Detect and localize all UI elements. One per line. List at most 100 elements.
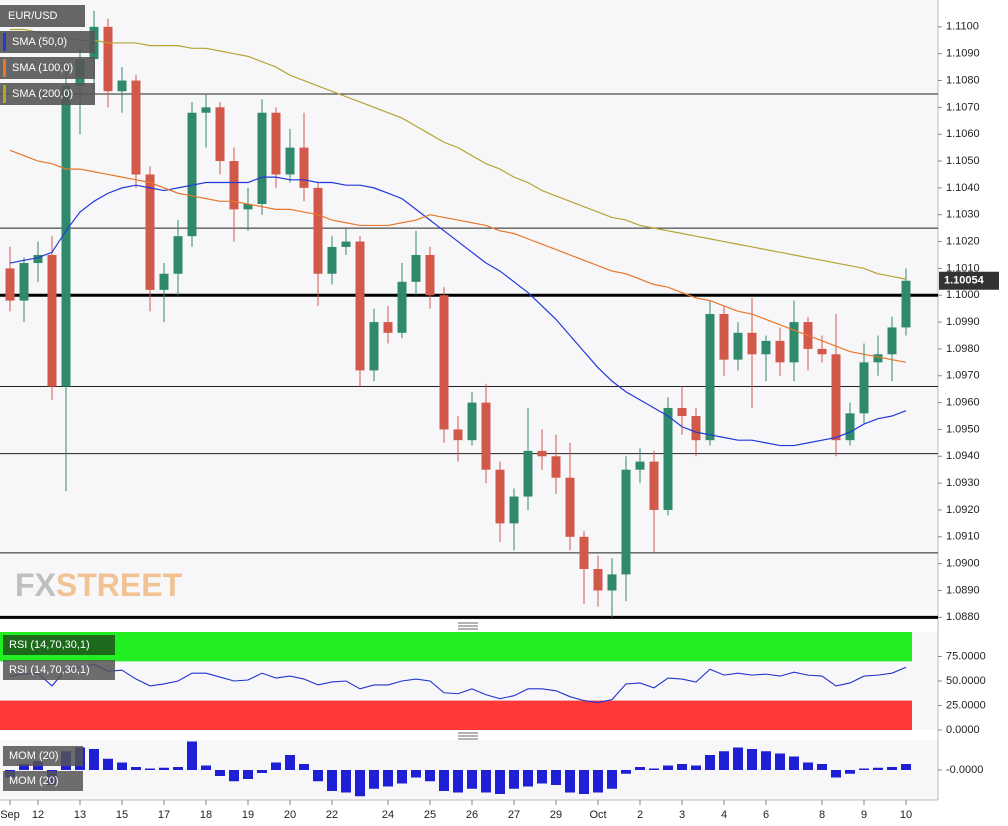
sma-line xyxy=(9,176,907,447)
candle-body xyxy=(593,569,603,591)
candle-body xyxy=(621,469,631,575)
mom-bar xyxy=(817,764,827,770)
mom-bar xyxy=(607,770,617,789)
mom-bar xyxy=(565,770,575,793)
mom-bar xyxy=(439,770,449,791)
y-tick-label: 1.0960 xyxy=(946,397,980,409)
x-tick-label: 26 xyxy=(466,809,478,821)
candle-body xyxy=(201,107,211,113)
mom-bar xyxy=(733,747,743,770)
y-tick-label: 1.1090 xyxy=(946,48,980,60)
mom-bar xyxy=(705,755,715,770)
mom-bar xyxy=(467,770,477,789)
legend-box xyxy=(0,57,95,79)
mom-bar xyxy=(719,751,729,770)
candle-body xyxy=(495,469,505,524)
candle-body xyxy=(817,348,827,355)
y-tick-label: 1.1100 xyxy=(946,21,979,33)
mom-bar xyxy=(579,770,589,794)
y-tick-label: 1.1010 xyxy=(946,262,980,274)
mom-bar xyxy=(341,770,351,793)
mom-bar xyxy=(873,767,883,770)
legend-box xyxy=(0,31,95,53)
watermark-fx: FX xyxy=(15,567,57,603)
mom-bar xyxy=(411,770,421,778)
y-tick-label: 1.0930 xyxy=(946,477,980,489)
candle-body xyxy=(19,263,29,301)
mom-bar xyxy=(383,770,393,787)
candle-body xyxy=(845,413,855,441)
watermark-street: STREET xyxy=(56,567,183,603)
mom-bar xyxy=(257,770,267,773)
candle-body xyxy=(789,322,799,363)
candle-body xyxy=(313,187,323,274)
y-tick-label: 1.0910 xyxy=(946,531,980,543)
mom-bar xyxy=(761,751,771,770)
legend-swatch xyxy=(3,33,6,51)
marks: 1.0880 1.0890 1.0900 1.0910 1.0920 1.0930 1.09… xyxy=(0,10,986,821)
mom-bar xyxy=(229,770,239,782)
legend-label: SMA (100,0) xyxy=(12,62,73,74)
y-tick-label: 1.0990 xyxy=(946,316,980,328)
mom-label-box xyxy=(3,746,83,766)
oversold-band xyxy=(0,700,912,730)
y-tick-label: 1.1080 xyxy=(946,74,980,86)
mom-bar xyxy=(145,768,155,770)
mom-bar xyxy=(397,770,407,784)
mom-label-box xyxy=(3,771,83,791)
y-tick-label: 1.1070 xyxy=(946,101,980,113)
x-tick-label: Sep xyxy=(0,809,20,821)
candle-body xyxy=(411,254,421,282)
y-tick-label: 1.0900 xyxy=(946,558,980,570)
rsi-label-box xyxy=(3,660,115,680)
candle-body xyxy=(579,536,589,570)
candle-body xyxy=(649,461,659,510)
candle-body xyxy=(173,236,183,274)
candle-body xyxy=(257,112,267,204)
candle-body xyxy=(117,80,127,92)
mom-bar xyxy=(523,770,533,787)
x-tick-label: 20 xyxy=(284,809,296,821)
candle-body xyxy=(285,147,295,175)
legend-swatch xyxy=(3,85,6,103)
candle-body xyxy=(355,241,365,371)
mom-bar xyxy=(635,767,645,770)
mom-bar xyxy=(691,765,701,770)
y-tick-label: 1.1040 xyxy=(946,182,980,194)
y-tick-label: 1.0950 xyxy=(946,423,980,435)
mom-bar xyxy=(845,770,855,774)
grip xyxy=(458,622,478,740)
y-tick-label: 1.1020 xyxy=(946,235,980,247)
y-tick-label: 75.0000 xyxy=(946,650,986,662)
x-tick-label: 13 xyxy=(74,809,86,821)
mom-bar xyxy=(131,767,141,770)
candle-body xyxy=(61,85,71,387)
mom-bar xyxy=(663,765,673,770)
mom-bar xyxy=(187,741,197,770)
candle-body xyxy=(327,246,337,274)
candle-body xyxy=(705,314,715,441)
mom-bar xyxy=(495,770,505,794)
y-tick-label: 1.0980 xyxy=(946,343,980,355)
candle-body xyxy=(523,450,533,497)
y-tick-label: 1.1000 xyxy=(946,289,980,301)
x-tick-label: 12 xyxy=(32,809,44,821)
candle-body xyxy=(635,461,645,470)
y-tick-label: 1.1030 xyxy=(946,209,980,221)
candle-body xyxy=(551,456,561,478)
mom-bar xyxy=(173,767,183,770)
candle-body xyxy=(677,407,687,417)
candle-body xyxy=(481,402,491,470)
mom-bar xyxy=(649,768,659,770)
mom-bar xyxy=(481,770,491,793)
candle-body xyxy=(215,107,225,162)
y-tick-label: -0.0000 xyxy=(946,764,983,776)
mom-bar xyxy=(285,755,295,770)
legend-title: EUR/USD xyxy=(8,10,58,22)
y-tick-label: 1.0920 xyxy=(946,504,980,516)
candle-body xyxy=(453,429,463,441)
candle-body xyxy=(509,496,519,524)
candle-body xyxy=(229,161,239,210)
overbought-band xyxy=(0,632,912,662)
